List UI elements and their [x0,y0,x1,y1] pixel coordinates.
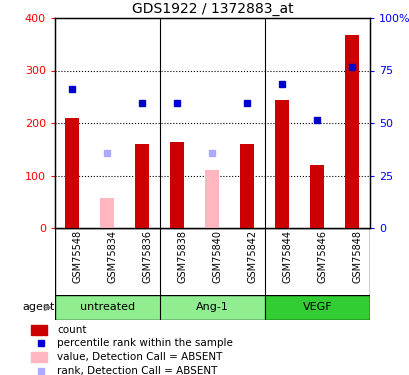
Bar [31,352,47,362]
Bar [275,100,289,228]
Text: GSM75840: GSM75840 [212,230,222,283]
Text: GSM75846: GSM75846 [317,230,327,283]
Bar [55,295,160,320]
Text: GSM75842: GSM75842 [247,230,257,283]
Text: Ang-1: Ang-1 [196,303,228,312]
Bar [100,198,114,228]
Text: GSM75834: GSM75834 [107,230,117,283]
Bar [310,165,324,228]
Text: GSM75848: GSM75848 [352,230,362,283]
Bar [31,325,47,334]
Bar [170,142,184,228]
Text: rank, Detection Call = ABSENT: rank, Detection Call = ABSENT [57,366,217,375]
Title: GDS1922 / 1372883_at: GDS1922 / 1372883_at [131,2,292,16]
Text: count: count [57,325,87,334]
Bar [135,144,149,228]
Text: GSM75836: GSM75836 [142,230,152,283]
Text: GSM75844: GSM75844 [282,230,292,283]
Text: agent: agent [22,303,55,312]
Text: percentile rank within the sample: percentile rank within the sample [57,338,233,348]
Bar [264,295,369,320]
Bar [65,118,79,228]
Bar [205,170,219,228]
Text: GSM75548: GSM75548 [72,230,82,283]
Bar [345,35,359,228]
Text: GSM75838: GSM75838 [177,230,187,283]
Text: value, Detection Call = ABSENT: value, Detection Call = ABSENT [57,352,222,362]
Bar [160,295,264,320]
Text: VEGF: VEGF [302,303,332,312]
Bar [240,144,254,228]
Text: untreated: untreated [80,303,135,312]
